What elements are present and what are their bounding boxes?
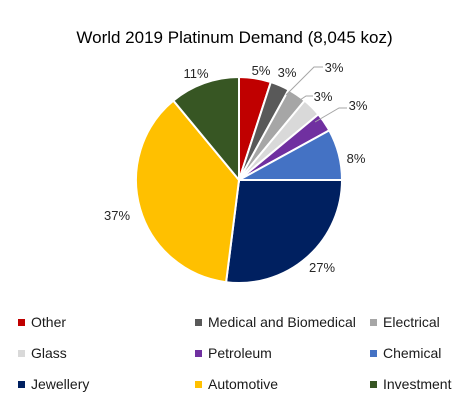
data-label: 11% bbox=[183, 66, 208, 81]
data-label: 3% bbox=[349, 98, 368, 113]
legend-label: Glass bbox=[31, 345, 67, 361]
legend-label: Investment bbox=[383, 376, 452, 392]
data-label: 27% bbox=[309, 260, 335, 275]
legend-item-electrical: Electrical bbox=[370, 314, 440, 330]
legend-label: Medical and Biomedical bbox=[208, 314, 356, 330]
leader-line bbox=[293, 95, 313, 105]
legend-item-petroleum: Petroleum bbox=[195, 345, 272, 361]
data-label: 37% bbox=[104, 208, 130, 223]
legend-label: Other bbox=[31, 314, 67, 330]
legend-item-medical-and-biomedical: Medical and Biomedical bbox=[195, 314, 356, 330]
pie-slice-automotive bbox=[135, 99, 241, 284]
pie-slice-investment bbox=[171, 75, 240, 183]
legend-label: Electrical bbox=[383, 314, 440, 330]
data-label: 3% bbox=[314, 89, 333, 104]
legend-label: Petroleum bbox=[208, 345, 272, 361]
leader-line bbox=[314, 107, 347, 123]
leader-line bbox=[285, 66, 323, 96]
legend-item-jewellery: Jewellery bbox=[18, 376, 89, 392]
data-label: 8% bbox=[347, 151, 366, 166]
legend-item-chemical: Chemical bbox=[370, 345, 441, 361]
legend-label: Automotive bbox=[208, 376, 279, 392]
legend-label: Chemical bbox=[383, 345, 442, 361]
legend-label: Jewellery bbox=[31, 376, 90, 392]
legend-swatch bbox=[370, 349, 377, 357]
legend-item-other: Other bbox=[18, 314, 66, 330]
data-label: 3% bbox=[278, 65, 297, 80]
legend-item-glass: Glass bbox=[18, 345, 67, 361]
legend-item-automotive: Automotive bbox=[195, 376, 278, 392]
legend-item-investment: Investment bbox=[370, 376, 451, 392]
legend-swatch bbox=[18, 349, 25, 357]
legend-swatch bbox=[195, 318, 202, 326]
data-label: 3% bbox=[325, 60, 344, 75]
data-label: 5% bbox=[252, 63, 271, 78]
legend-swatch bbox=[18, 380, 25, 388]
legend-swatch bbox=[370, 318, 377, 326]
pie-slice-jewellery bbox=[224, 179, 344, 284]
legend-swatch bbox=[370, 380, 377, 388]
chart-title: World 2019 Platinum Demand (8,045 koz) bbox=[76, 28, 393, 47]
legend-swatch bbox=[195, 380, 202, 388]
legend-swatch bbox=[195, 349, 202, 357]
legend-swatch bbox=[18, 318, 25, 326]
